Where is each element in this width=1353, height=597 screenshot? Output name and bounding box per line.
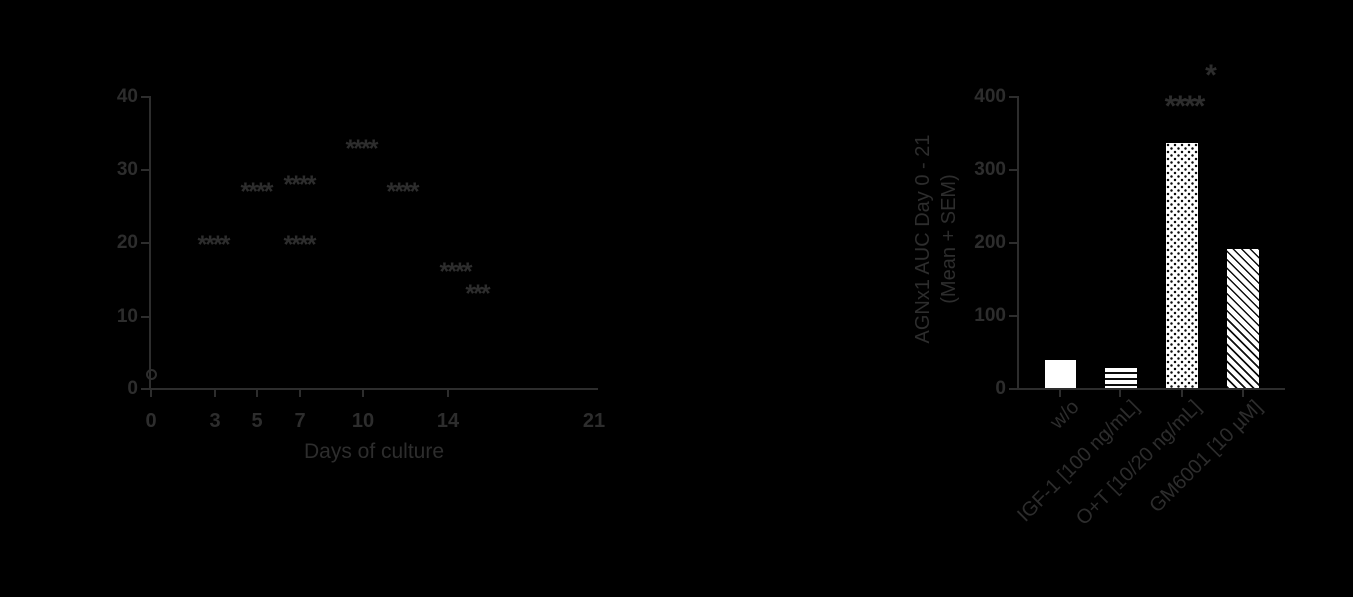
left-x-tick [447,390,449,397]
left-x-tick-label: 3 [209,410,221,432]
left-y-tick-label: 40 [116,86,138,107]
left-x-tick-label: 7 [294,410,306,432]
left-x-axis-title: Days of culture [303,440,445,463]
left-y-tick [141,169,149,171]
left-x-tick [256,390,258,397]
significance-annotation: **** [1164,90,1206,123]
left-x-axis-line [149,388,598,390]
significance-annotation: **** [283,171,317,199]
right-y-axis-title-line2: (Mean + SEM) [938,174,960,304]
significance-annotation: **** [197,231,231,259]
significance-annotation: **** [345,135,379,163]
right-y-tick-label: 400 [974,86,1006,107]
significance-annotation: **** [283,231,317,259]
significance-annotation: **** [386,178,420,206]
left-y-tick-label: 20 [116,232,138,253]
right-y-tick [1009,242,1017,244]
right-y-tick [1009,315,1017,317]
left-y-tick-label: 30 [116,159,138,180]
right-x-tick [1119,390,1121,397]
left-y-tick-label: 10 [116,306,138,327]
left-x-tick [214,390,216,397]
right-y-axis-title: AGNx1 AUC Day 0 - 21 (Mean + SEM) [910,0,962,479]
right-y-axis-title-line1: AGNx1 AUC Day 0 - 21 [912,134,934,344]
left-y-tick [141,388,149,390]
left-x-tick-label: 10 [351,410,375,432]
right-y-axis-line [1017,96,1019,390]
right-y-tick [1009,169,1017,171]
right-y-tick-label: 100 [974,305,1006,326]
left-x-tick [362,390,364,397]
significance-annotation: * [1205,59,1217,92]
right-y-tick-label: 200 [974,232,1006,253]
significance-annotation: **** [439,258,473,286]
left-x-tick-label: 21 [582,410,606,432]
right-y-tick-label: 0 [995,378,1006,399]
right-y-tick-label: 300 [974,159,1006,180]
significance-annotation: **** [240,178,274,206]
right-y-tick [1009,96,1017,98]
left-x-tick-label: 14 [436,410,460,432]
origin-data-point-marker [146,369,157,380]
bar-wo [1045,360,1076,388]
left-y-tick [141,96,149,98]
right-x-axis-line [1017,388,1285,390]
right-x-tick [1242,390,1244,397]
left-y-axis-line [149,96,151,390]
left-x-tick [150,390,152,397]
left-x-tick-label: 5 [251,410,263,432]
right-x-tick [1059,390,1061,397]
bar-igf1 [1105,368,1137,388]
bar-gm6001 [1227,249,1259,388]
right-x-tick [1181,390,1183,397]
left-x-tick-label: 0 [145,410,157,432]
bar-ot [1166,143,1198,388]
significance-annotation: *** [465,280,490,308]
left-y-tick-label: 0 [127,378,138,399]
left-y-tick [141,316,149,318]
left-y-tick [141,242,149,244]
right-y-tick [1009,388,1017,390]
left-x-tick [299,390,301,397]
